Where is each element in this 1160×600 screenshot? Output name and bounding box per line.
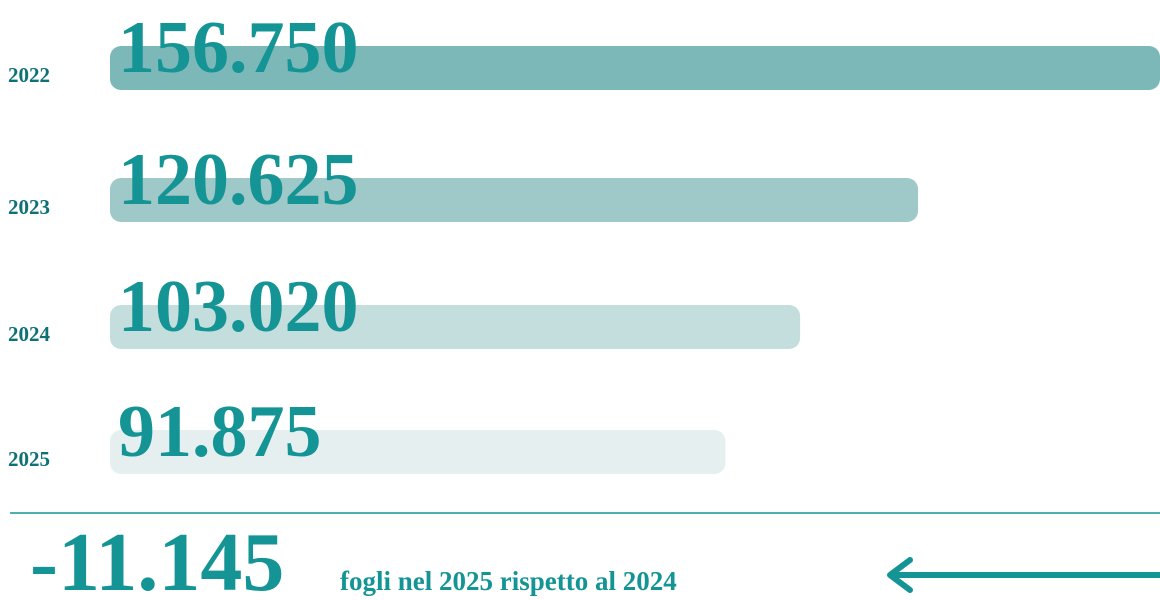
category-label: 2023 [8,195,50,219]
value-label: 156.750 [118,7,359,89]
arrow [887,557,1160,593]
value-label: 103.020 [118,266,359,348]
bar [110,430,726,474]
annotation-text: fogli nel 2025 rispetto al 2024 [340,566,677,596]
annotation-value: -11.145 [30,516,284,600]
category-label: 2024 [8,322,51,346]
value-label: 91.875 [118,391,322,473]
category-label: 2022 [8,63,50,87]
bar [110,305,801,349]
value-label: 120.625 [118,139,359,221]
category-label: 2025 [8,447,50,471]
bar [110,178,919,222]
bar [110,46,1160,90]
